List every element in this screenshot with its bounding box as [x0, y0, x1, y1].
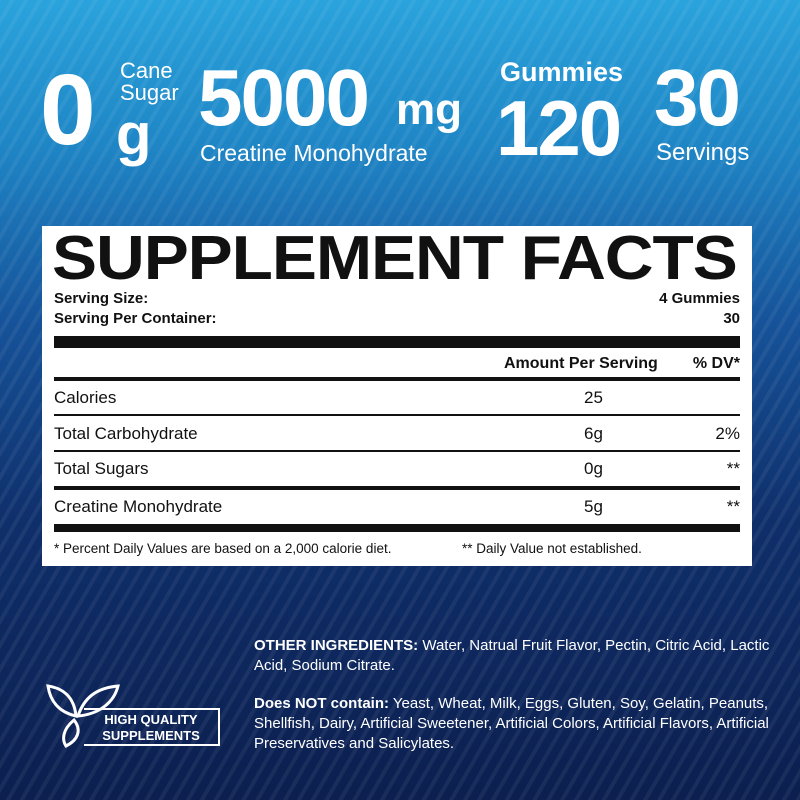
supplement-facts-panel: SUPPLEMENT FACTS Serving Size: 4 Gummies … — [42, 226, 752, 566]
thick-divider — [54, 524, 740, 532]
quality-badge: HIGH QUALITY SUPPLEMENTS — [44, 682, 220, 748]
divider — [54, 486, 740, 490]
facts-row: Total Carbohydrate 6g 2% — [54, 424, 740, 444]
divider — [54, 450, 740, 452]
row-name: Calories — [54, 388, 117, 407]
row-name: Total Carbohydrate — [54, 424, 198, 443]
does-not-contain: Does NOT contain: Yeast, Wheat, Milk, Eg… — [254, 694, 774, 754]
sugar-label: Cane Sugar — [120, 60, 179, 104]
column-headers: Amount Per Serving % DV* — [54, 354, 740, 374]
other-ingredients-text: Water, Natrual Fruit Flavor, Pectin, Cit… — [254, 637, 770, 674]
facts-title: SUPPLEMENT FACTS — [52, 224, 738, 293]
row-dv: ** — [726, 497, 740, 516]
amount-header: Amount Per Serving — [504, 355, 658, 372]
sugar-value: 0 — [40, 54, 96, 166]
badge-text: HIGH QUALITY SUPPLEMENTS — [84, 708, 220, 746]
facts-row: Total Sugars 0g ** — [54, 459, 740, 479]
badge-line-1: HIGH QUALITY — [104, 712, 198, 727]
sugar-unit: g — [116, 102, 151, 167]
sugar-label-2: Sugar — [120, 80, 179, 105]
divider — [54, 377, 740, 381]
dv-header: % DV* — [692, 355, 740, 372]
badge-line-2: SUPPLEMENTS — [102, 728, 200, 743]
facts-row: Calories 25 — [54, 388, 740, 408]
does-not-contain-text: Yeast, Wheat, Milk, Eggs, Gluten, Soy, G… — [254, 695, 769, 752]
creatine-label: Creatine Monohydrate — [200, 140, 428, 166]
creatine-unit: mg — [396, 85, 462, 134]
gummies-label: Gummies — [500, 57, 624, 87]
serving-size-label: Serving Size: — [54, 290, 149, 307]
row-amount: 0g — [584, 459, 603, 478]
divider — [54, 414, 740, 416]
row-name: Creatine Monohydrate — [54, 497, 223, 516]
sugar-label-1: Cane — [120, 58, 173, 83]
thick-divider — [54, 336, 740, 348]
servings-value: 30 — [654, 53, 741, 142]
row-name: Total Sugars — [54, 459, 149, 478]
creatine-value: 5000 — [198, 53, 370, 142]
other-ingredients: OTHER INGREDIENTS: Water, Natrual Fruit … — [254, 636, 774, 676]
facts-row: Creatine Monohydrate 5g ** — [54, 497, 740, 517]
footnote-dv: * Percent Daily Values are based on a 2,… — [54, 541, 392, 556]
row-dv: 2% — [715, 424, 740, 443]
row-amount: 6g — [584, 424, 603, 443]
row-dv: ** — [726, 459, 740, 478]
leaf-icon — [46, 684, 120, 748]
row-amount: 25 — [584, 388, 603, 407]
serving-size-value: 4 Gummies — [659, 290, 740, 307]
footnotes: * Percent Daily Values are based on a 2,… — [54, 541, 740, 557]
servings-label: Servings — [656, 139, 750, 166]
per-container-row: Serving Per Container: 30 — [54, 310, 740, 328]
per-container-value: 30 — [723, 310, 740, 327]
per-container-label: Serving Per Container: — [54, 310, 217, 327]
other-ingredients-label: OTHER INGREDIENTS: — [254, 637, 419, 654]
gummies-value: 120 — [496, 84, 622, 172]
does-not-contain-label: Does NOT contain: — [254, 695, 390, 712]
serving-size-row: Serving Size: 4 Gummies — [54, 290, 740, 308]
row-amount: 5g — [584, 497, 603, 516]
footnote-not-established: ** Daily Value not established. — [462, 541, 642, 556]
